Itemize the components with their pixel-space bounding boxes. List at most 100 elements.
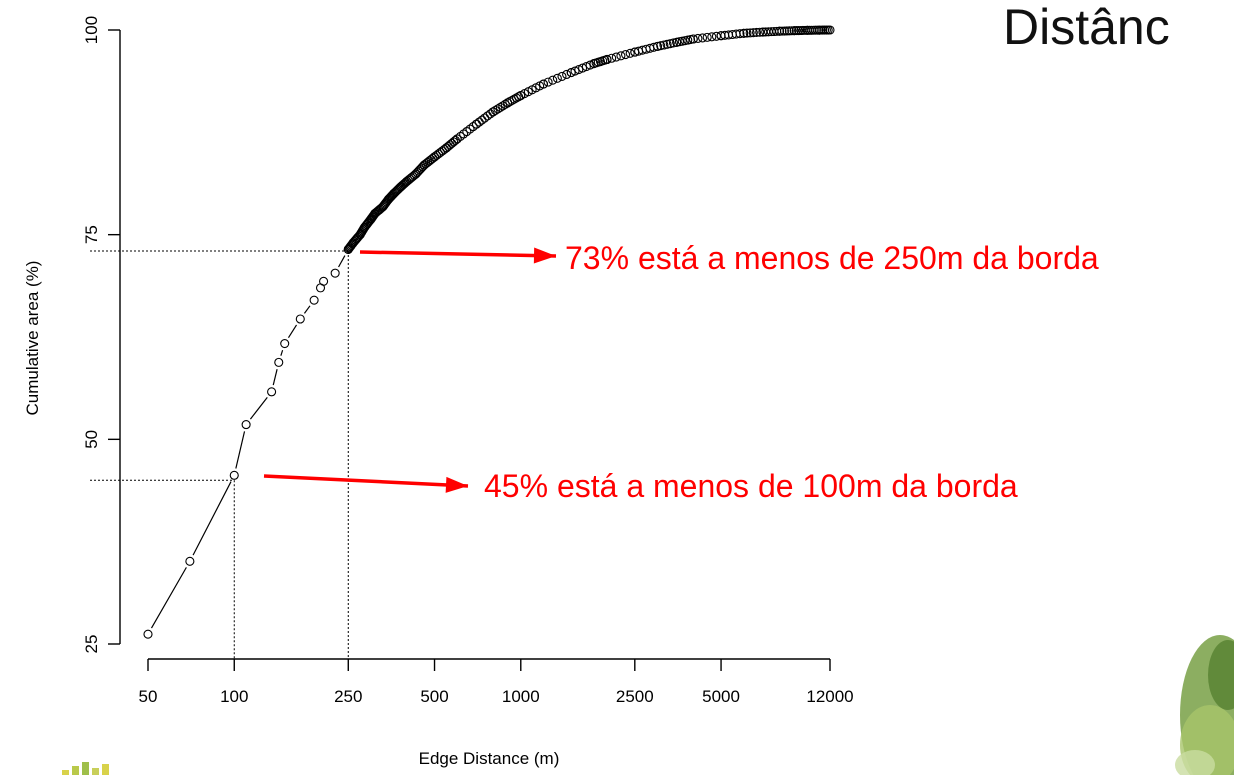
data-point <box>295 314 305 324</box>
slide-title: Distânc <box>1003 0 1170 55</box>
foliage-decoration <box>1175 635 1234 775</box>
data-point <box>548 75 558 85</box>
data-point <box>702 32 712 42</box>
annotation-arrows <box>263 247 557 493</box>
data-point <box>477 115 487 125</box>
data-point <box>495 102 505 112</box>
data-point <box>656 41 666 51</box>
data-point <box>668 38 679 48</box>
data-point <box>779 26 789 36</box>
x-tick-label: 500 <box>420 687 448 706</box>
data-point <box>697 33 708 43</box>
data-point <box>511 93 521 103</box>
data-point <box>735 29 745 39</box>
data-point <box>493 104 503 114</box>
annotation-arrow-100m <box>263 474 469 488</box>
y-axis-ticks: 25 50 75 100 <box>82 16 120 654</box>
data-point <box>602 54 612 65</box>
y-tick-label: 25 <box>82 635 101 654</box>
data-point <box>274 357 284 367</box>
data-point <box>652 41 663 51</box>
data-point <box>745 28 755 38</box>
connector-line <box>192 481 232 556</box>
data-points <box>143 25 835 639</box>
x-tick-label: 250 <box>334 687 362 706</box>
annotation-arrow-100m-head <box>445 476 468 493</box>
connector-line <box>249 397 268 420</box>
data-point <box>620 50 631 60</box>
data-point <box>659 40 669 50</box>
data-point <box>739 28 749 38</box>
data-point <box>777 26 787 36</box>
data-point <box>607 53 617 63</box>
data-point <box>185 556 195 566</box>
data-point <box>465 124 475 134</box>
data-point <box>455 131 465 141</box>
data-point <box>688 34 698 44</box>
connector-line <box>150 567 187 629</box>
data-point <box>143 629 153 639</box>
data-point <box>616 51 626 61</box>
connector-line <box>303 305 311 314</box>
x-tick-label: 100 <box>220 687 248 706</box>
data-point <box>784 26 794 36</box>
x-tick-label: 50 <box>139 687 158 706</box>
data-point <box>459 129 469 139</box>
y-axis-label: Cumulative area (%) <box>23 261 42 416</box>
data-point <box>498 101 508 111</box>
data-point <box>474 117 484 127</box>
data-point <box>309 295 319 305</box>
data-point <box>557 71 567 81</box>
data-point <box>611 52 621 62</box>
data-point <box>543 77 553 87</box>
data-point <box>241 420 251 430</box>
connector-line <box>338 255 346 268</box>
data-point <box>280 338 290 349</box>
data-point <box>662 39 672 49</box>
y-tick-label: 100 <box>82 16 101 44</box>
data-point <box>562 69 572 80</box>
data-point <box>742 28 752 38</box>
connector-line <box>287 324 298 338</box>
reference-lines <box>90 250 349 659</box>
annotation-250m: 73% está a menos de 250m da borda <box>565 240 1099 276</box>
data-point <box>748 28 758 38</box>
data-point <box>782 26 792 36</box>
data-point <box>665 39 675 49</box>
x-axis-label: Edge Distance (m) <box>419 749 560 768</box>
connector-line <box>272 369 278 386</box>
annotation-arrow-250m-head <box>533 247 556 264</box>
data-point <box>452 134 462 144</box>
data-point <box>490 105 501 115</box>
data-point <box>693 33 703 44</box>
data-point <box>538 79 549 89</box>
x-tick-label: 2500 <box>616 687 654 706</box>
data-point <box>229 470 239 480</box>
connector-line <box>235 431 246 469</box>
x-tick-label: 12000 <box>806 687 853 706</box>
annotation-arrow-250m <box>359 250 557 258</box>
annotation-100m: 45% está a menos de 100m da borda <box>484 468 1018 504</box>
data-point <box>330 268 340 278</box>
data-point <box>267 387 277 397</box>
data-point <box>787 26 797 36</box>
data-point <box>625 48 635 58</box>
data-point <box>488 107 498 117</box>
data-point <box>751 27 762 38</box>
data-point <box>755 27 765 37</box>
data-point <box>552 73 562 83</box>
data-point <box>500 99 510 109</box>
data-point <box>468 122 478 132</box>
x-axis-ticks: 50 100 250 500 1000 2500 5000 12000 <box>139 659 854 706</box>
data-point <box>482 111 493 121</box>
logo-bars-icon <box>62 762 109 775</box>
data-point <box>319 276 329 286</box>
data-point <box>774 26 785 36</box>
data-point <box>823 25 833 35</box>
data-point <box>707 32 717 42</box>
data-point <box>649 42 659 52</box>
x-tick-label: 1000 <box>502 687 540 706</box>
connector-line <box>280 350 284 356</box>
y-tick-label: 75 <box>82 225 101 244</box>
